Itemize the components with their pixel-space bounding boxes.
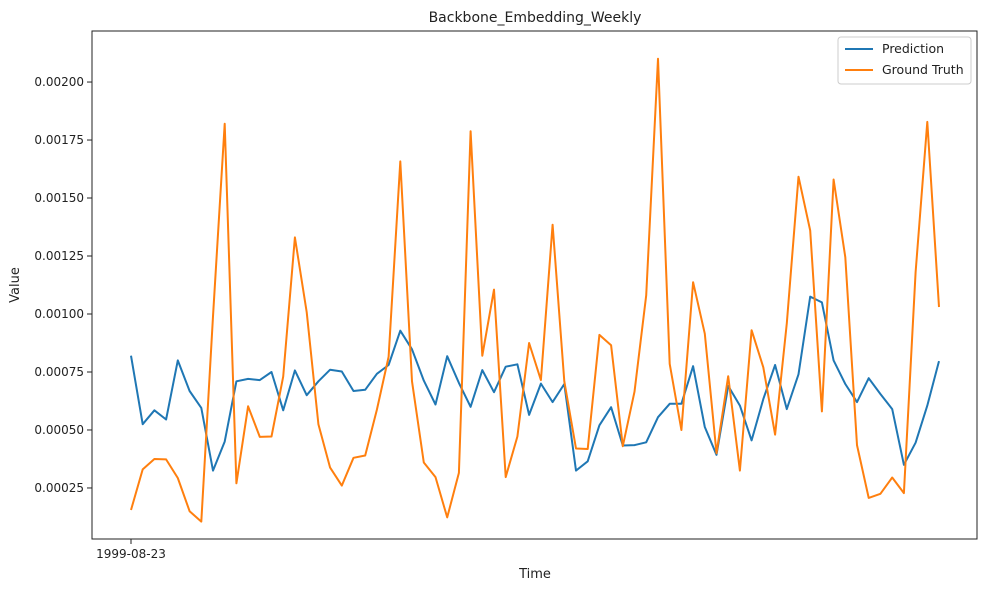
x-axis: 1999-08-23	[96, 539, 166, 561]
series-line-prediction	[130, 295, 940, 472]
legend-label-prediction: Prediction	[882, 41, 944, 56]
x-tick-label: 1999-08-23	[96, 547, 166, 561]
series-line-ground-truth	[130, 57, 940, 523]
y-tick-label: 0.00100	[34, 307, 84, 321]
y-tick-label: 0.00175	[34, 133, 84, 147]
series-layer	[130, 57, 940, 523]
y-tick-label: 0.00200	[34, 75, 84, 89]
y-tick-label: 0.00150	[34, 191, 84, 205]
y-tick-label: 0.00025	[34, 481, 84, 495]
x-axis-title: Time	[518, 567, 551, 582]
plot-area	[91, 30, 978, 540]
y-tick-label: 0.00075	[34, 365, 84, 379]
y-tick-label: 0.00125	[34, 249, 84, 263]
y-axis: 0.00025 0.00050 0.00075 0.00100 0.00125 0.001…	[34, 75, 92, 495]
legend: Prediction Ground Truth	[837, 36, 972, 85]
y-axis-title: Value	[8, 267, 23, 303]
chart-title: Backbone_Embedding_Weekly	[429, 10, 642, 26]
y-tick-label: 0.00050	[34, 423, 84, 437]
legend-label-ground-truth: Ground Truth	[882, 62, 964, 77]
